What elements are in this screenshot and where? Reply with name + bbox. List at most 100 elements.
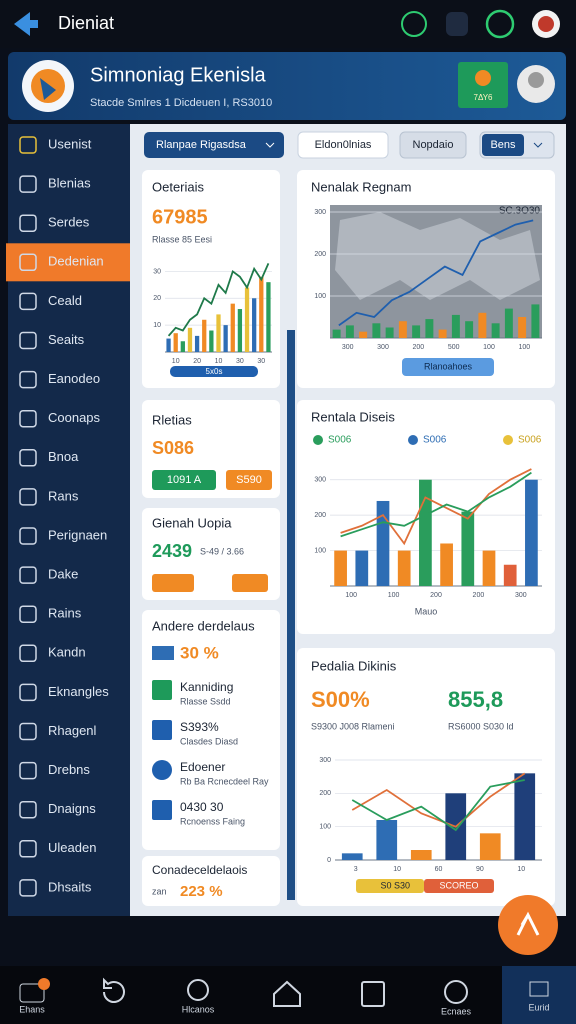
card-button[interactable]: [170, 366, 258, 377]
y-tick-label: 20: [153, 295, 161, 302]
badge-icon: [475, 70, 491, 86]
kpi-value: S00%: [311, 687, 370, 712]
back-icon[interactable]: [14, 12, 38, 36]
menu-item[interactable]: Rains: [48, 606, 82, 621]
status-icon[interactable]: [401, 11, 427, 37]
sidebar: [8, 124, 130, 916]
card-button[interactable]: [152, 470, 216, 490]
menu-item[interactable]: Rans: [48, 488, 79, 503]
menu-item[interactable]: Eknangles: [48, 684, 109, 699]
bar: [525, 479, 538, 586]
menu-item[interactable]: Uleaden: [48, 840, 96, 855]
nav-icon[interactable]: [444, 980, 468, 1004]
y-tick-label: 300: [314, 209, 326, 216]
bar: [334, 550, 347, 586]
filter-dropdown[interactable]: [144, 132, 284, 158]
chart: 0 100 200 300 3 10 60 90 10: [319, 757, 542, 873]
bar: [345, 325, 354, 338]
list-title: Edoener: [180, 760, 225, 774]
menu-item[interactable]: Dake: [48, 567, 78, 582]
menu-icon: [19, 879, 37, 897]
bar-label-chip: [356, 879, 424, 893]
bar: [173, 333, 178, 352]
menu-icon: [19, 409, 37, 428]
menu-item[interactable]: Serdes: [48, 215, 90, 230]
bar: [223, 325, 228, 352]
badge-text: 7ΔΥ6: [474, 93, 494, 102]
legend-swatch: [313, 435, 323, 445]
legend: S006 S006 S006: [313, 435, 542, 446]
menu-item[interactable]: Usenist: [48, 136, 92, 151]
bar-label: SCOREO: [439, 880, 478, 890]
menu-icon: [19, 175, 37, 193]
menu-item[interactable]: Ceald: [48, 293, 82, 308]
menu-item[interactable]: Eanodeo: [48, 371, 100, 386]
card-title: Oeteriais: [152, 179, 205, 194]
menu-item[interactable]: Rhagenl: [48, 723, 97, 738]
list-sub: Rb Ba Rcnecdeel Ray: [180, 776, 269, 786]
pause-icon[interactable]: [485, 9, 515, 39]
list-icon: [152, 680, 172, 700]
profile-face: [528, 72, 544, 88]
x-tick-label: 300: [377, 344, 389, 351]
filter-label: Eldon0lnias: [315, 139, 372, 151]
bar: [410, 850, 432, 860]
nav-icon[interactable]: [19, 983, 45, 1003]
card-title: Gienah Uopia: [152, 515, 232, 530]
menu-item[interactable]: Perignaen: [48, 527, 107, 542]
bar: [518, 317, 527, 338]
menu-item[interactable]: Drebns: [48, 762, 90, 777]
filter-button[interactable]: [399, 131, 467, 159]
menu-item[interactable]: Seaits: [48, 332, 85, 347]
bar: [503, 564, 517, 586]
card-button[interactable]: [226, 470, 272, 490]
bar: [237, 309, 243, 352]
chart: 100 200 300 100 100 200 200 300: [314, 468, 542, 599]
list-sub: Rcnoenss Faing: [180, 816, 245, 826]
bar: [438, 329, 447, 338]
bar-label: S0 S30: [380, 880, 410, 890]
menu-item[interactable]: Coonaps: [48, 410, 101, 425]
x-tick-label: 300: [515, 592, 527, 599]
bar: [376, 820, 398, 860]
y-tick-label: 100: [314, 293, 326, 300]
list-sub: Clasdes Diasd: [180, 736, 238, 746]
menu-item[interactable]: Dhsaits: [48, 879, 92, 894]
x-tick-label: 300: [342, 344, 354, 351]
map-land: [335, 212, 540, 300]
y-tick-label: 200: [319, 790, 331, 797]
filter-button[interactable]: [297, 131, 389, 159]
bar: [412, 325, 421, 338]
bar: [244, 287, 250, 352]
card-value: 223 %: [180, 883, 223, 900]
nav-icon[interactable]: [529, 981, 549, 997]
status-icon[interactable]: [446, 12, 468, 36]
y-tick-label: 10: [153, 322, 161, 329]
nav-icon[interactable]: [273, 980, 301, 1007]
menu-item[interactable]: Blenias: [48, 176, 91, 191]
x-tick-label: 10: [393, 866, 401, 873]
menu-item[interactable]: Bnoa: [48, 449, 79, 464]
menu-item[interactable]: Dedenian: [48, 254, 104, 269]
sidebar-menu: Usenist Blenias Serdes Dedenian Ceald Seaits E…: [6, 136, 130, 897]
y-tick-label: 300: [314, 477, 326, 484]
nav-icon[interactable]: [361, 981, 385, 1007]
nav-active: [502, 966, 576, 1024]
menu-icon: [19, 449, 37, 467]
card-button-label: S590: [236, 474, 262, 486]
logo-mark: [40, 78, 56, 100]
x-tick-label: 200: [473, 592, 485, 599]
menu-item[interactable]: Kandn: [48, 645, 86, 660]
nav-icon[interactable]: [187, 979, 209, 1001]
x-tick-label: 30: [236, 358, 244, 365]
fab[interactable]: [498, 895, 558, 955]
x-tick-label: 90: [476, 866, 484, 873]
kpi-value: 855,8: [448, 687, 503, 712]
axis-title: Mauo: [415, 606, 438, 616]
app-title: Dieniat: [58, 13, 114, 33]
list-icon: [152, 720, 172, 740]
menu-item[interactable]: Dnaigns: [48, 801, 96, 816]
nav-icon[interactable]: [103, 977, 125, 1003]
bar: [187, 327, 193, 352]
card-button[interactable]: [402, 358, 494, 376]
